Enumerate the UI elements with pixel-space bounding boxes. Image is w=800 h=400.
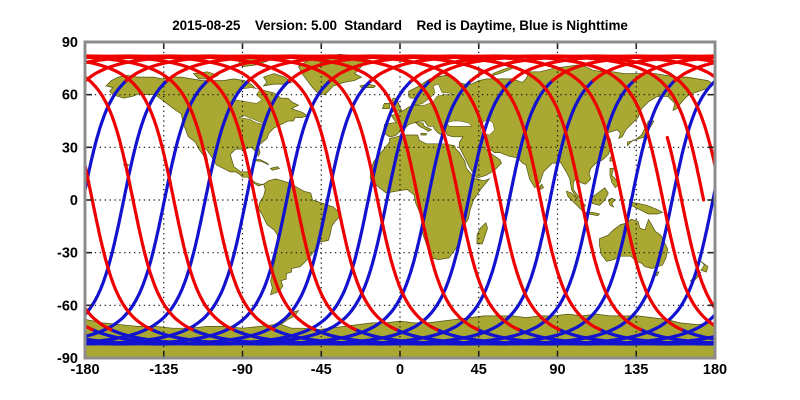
axes: -180 -135 -90 -45 0 45 90 135 180 90 60 30 0 -30 -60 -9… — [57, 35, 727, 378]
land-hispaniola — [269, 166, 280, 171]
x-tick-label: 135 — [624, 362, 648, 378]
daytime-tracks — [85, 54, 715, 332]
plot-title: 2015-08-25 Version: 5.00 Standard Red is… — [172, 18, 628, 33]
track-day-segment — [85, 55, 276, 332]
y-tick-label: 0 — [70, 193, 78, 209]
track-night-segment — [85, 79, 169, 317]
track-night-segment — [435, 181, 715, 346]
land-ireland — [382, 103, 390, 110]
x-tick-label: 180 — [703, 362, 727, 378]
track-day-segment — [206, 54, 561, 332]
track-day-segment — [85, 323, 94, 332]
water-great-lakes — [238, 115, 265, 125]
land-madagascar — [476, 222, 488, 245]
track-day-segment — [85, 59, 235, 332]
track-day-segment — [85, 54, 317, 332]
y-tick-label: 60 — [62, 88, 78, 104]
land-south-america — [257, 178, 340, 296]
land-baffin-island — [262, 73, 293, 87]
plot-area — [85, 42, 715, 358]
track-day-segment — [665, 135, 715, 311]
land-italy — [414, 122, 433, 132]
y-tick-label: -90 — [57, 351, 78, 367]
land-sicily — [420, 132, 427, 136]
track-day-segment — [328, 54, 683, 332]
track-day-segment — [428, 54, 715, 173]
track-day-segment — [165, 54, 520, 332]
land-new-zealand-north — [700, 261, 709, 273]
track-night-segment — [475, 312, 715, 346]
track-night-segment — [85, 79, 128, 198]
land-greenland — [298, 53, 366, 96]
x-tick-label: 45 — [471, 362, 487, 378]
plot-frame — [83, 40, 717, 360]
water-black-sea — [446, 120, 473, 127]
land-new-guinea — [628, 201, 664, 215]
track-day-segment — [85, 54, 357, 332]
track-day-segment — [247, 54, 602, 332]
x-tick-label: 90 — [549, 362, 565, 378]
land-sri-lanka — [539, 183, 544, 191]
track-day-segment — [85, 54, 439, 332]
y-tick-label: -60 — [57, 298, 78, 314]
track-day-segment — [85, 54, 398, 332]
x-tick-label: 0 — [396, 362, 404, 378]
land-borneo — [590, 187, 609, 206]
x-tick-label: -45 — [311, 362, 332, 378]
x-tick-label: -180 — [70, 362, 99, 378]
y-tick-label: -30 — [57, 246, 78, 262]
track-day-segment — [124, 54, 480, 332]
x-tick-label: -90 — [232, 362, 253, 378]
y-tick-label: 90 — [62, 35, 78, 51]
track-day-segment — [85, 75, 194, 332]
track-day-segment — [469, 54, 715, 83]
x-tick-label: -135 — [149, 362, 178, 378]
y-tick-label: 30 — [62, 140, 78, 156]
